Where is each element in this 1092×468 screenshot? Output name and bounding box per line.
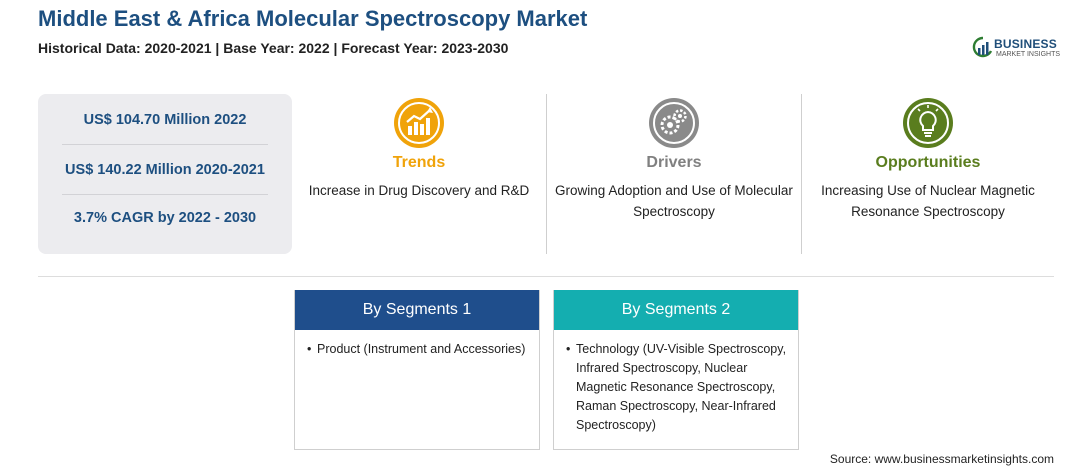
stat-divider	[62, 144, 268, 145]
logo-globe-icon	[972, 36, 993, 58]
drivers-card: Drivers Growing Adoption and Use of Mole…	[549, 96, 799, 222]
drivers-description: Growing Adoption and Use of Molecular Sp…	[555, 183, 793, 219]
stat-historical-size: US$ 140.22 Million 2020-2021	[65, 162, 265, 178]
stat-market-size-2022: US$ 104.70 Million 2022	[83, 112, 247, 128]
market-stats-panel: US$ 104.70 Million 2022 US$ 140.22 Milli…	[38, 94, 292, 254]
trends-description: Increase in Drug Discovery and R&D	[308, 183, 530, 198]
logo-text: BUSINESS	[994, 37, 1057, 51]
segment-2-card: By Segments 2 • Technology (UV-Visible S…	[553, 290, 799, 450]
opportunities-card: Opportunities Increasing Use of Nuclear …	[803, 96, 1053, 222]
segment-1-header: By Segments 1	[295, 290, 539, 330]
page-subtitle: Historical Data: 2020-2021 | Base Year: …	[38, 40, 509, 56]
segment-2-body: • Technology (UV-Visible Spectroscopy, I…	[554, 330, 798, 435]
lightbulb-icon	[903, 98, 953, 148]
bullet-marker: •	[566, 342, 571, 356]
drivers-title: Drivers	[646, 154, 702, 171]
stat-cagr: 3.7% CAGR by 2022 - 2030	[73, 210, 257, 226]
gears-icon	[649, 98, 699, 148]
section-divider	[38, 276, 1054, 277]
trend-chart-icon	[394, 98, 444, 148]
bullet-marker: •	[307, 342, 312, 356]
trends-card: Trends Increase in Drug Discovery and R&…	[294, 96, 544, 201]
segment-1-body: • Product (Instrument and Accessories)	[295, 330, 539, 359]
column-divider	[546, 94, 547, 254]
segment-1-card: By Segments 1 • Product (Instrument and …	[294, 290, 540, 450]
trends-title: Trends	[392, 154, 446, 171]
segment-2-item: Technology (UV-Visible Spectroscopy, Inf…	[576, 342, 787, 432]
logo-tagline: MARKET INSIGHTS	[996, 51, 1061, 58]
company-logo[interactable]: BUSINESS MARKET INSIGHTS	[972, 34, 1062, 62]
source-note: Source: www.businessmarketinsights.com	[829, 452, 1054, 466]
column-divider	[801, 94, 802, 254]
stat-divider	[62, 194, 268, 195]
segment-2-header: By Segments 2	[554, 290, 798, 330]
opportunities-description: Increasing Use of Nuclear Magnetic Reson…	[821, 183, 1035, 219]
opportunities-title: Opportunities	[875, 154, 981, 171]
segment-1-item: Product (Instrument and Accessories)	[317, 342, 526, 356]
page-title: Middle East & Africa Molecular Spectrosc…	[38, 6, 588, 31]
